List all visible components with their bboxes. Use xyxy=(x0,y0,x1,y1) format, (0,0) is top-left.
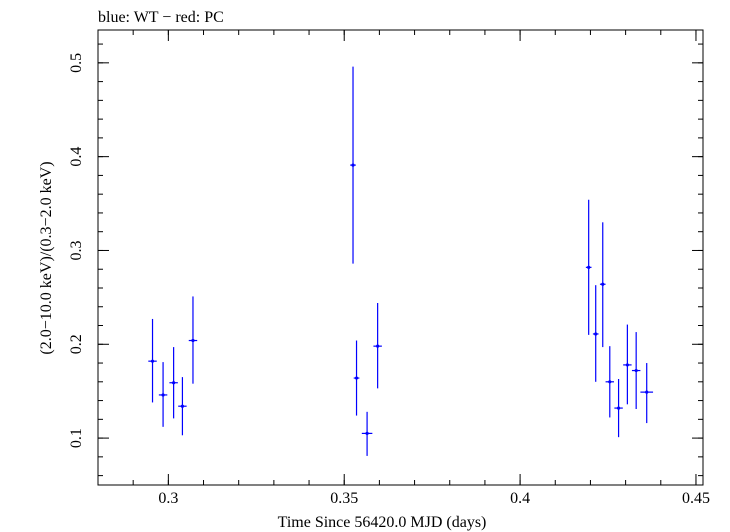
axis-tick-labels: 0.3 0.35 0.4 0.45 0.1 0.2 0.3 0.4 0.5 xyxy=(68,53,710,507)
data-point-wt xyxy=(188,296,198,384)
data-marker xyxy=(150,359,155,363)
y-tick-label: 0.3 xyxy=(68,240,85,260)
data-marker xyxy=(587,265,591,269)
data-point-wt xyxy=(361,411,373,456)
x-tick-label: 0.3 xyxy=(158,490,178,507)
y-tick-label: 0.4 xyxy=(68,147,85,167)
data-marker xyxy=(191,338,195,343)
data-points xyxy=(148,66,654,456)
data-marker xyxy=(601,282,605,286)
data-marker xyxy=(354,376,359,380)
data-point-wt xyxy=(169,347,178,419)
data-marker xyxy=(351,163,355,167)
y-tick-label: 0.5 xyxy=(68,53,85,73)
data-marker xyxy=(172,381,176,385)
data-marker xyxy=(645,390,649,394)
data-marker xyxy=(376,344,380,348)
data-marker xyxy=(616,406,621,410)
data-marker xyxy=(180,404,185,408)
data-point-wt xyxy=(148,318,157,403)
plot-frame xyxy=(97,29,704,486)
data-point-wt xyxy=(353,340,360,416)
data-point-wt xyxy=(605,346,615,418)
data-point-wt xyxy=(158,362,168,427)
data-point-wt xyxy=(592,285,599,382)
data-marker xyxy=(634,368,638,373)
y-axis-label: (2.0−10.0 keV)/(0.3−2.0 keV) xyxy=(38,161,55,354)
data-marker xyxy=(594,332,598,336)
data-marker xyxy=(625,363,629,367)
data-point-wt xyxy=(623,324,632,405)
chart-title: blue: WT − red: PC xyxy=(98,9,224,26)
data-marker xyxy=(161,393,165,397)
y-tick-label: 0.2 xyxy=(68,334,85,354)
axis-ticks xyxy=(98,30,703,485)
data-point-wt xyxy=(640,363,654,424)
data-point-wt xyxy=(178,377,187,436)
x-tick-label: 0.35 xyxy=(330,490,358,507)
data-point-wt xyxy=(631,332,641,410)
data-point-wt xyxy=(585,199,592,335)
data-point-wt xyxy=(373,303,382,389)
x-tick-label: 0.45 xyxy=(682,490,710,507)
x-tick-label: 0.4 xyxy=(510,490,530,507)
data-point-wt xyxy=(599,222,606,348)
data-point-wt xyxy=(614,378,623,438)
x-axis-label: Time Since 56420.0 MJD (days) xyxy=(278,514,487,531)
data-marker xyxy=(365,431,369,436)
y-tick-label: 0.1 xyxy=(68,428,85,448)
data-point-wt xyxy=(350,66,356,264)
data-marker xyxy=(608,380,612,384)
